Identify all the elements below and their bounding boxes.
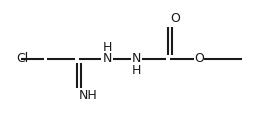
Text: H: H xyxy=(132,64,141,77)
Text: O: O xyxy=(170,12,180,25)
Text: O: O xyxy=(194,53,204,65)
Text: NH: NH xyxy=(79,89,98,102)
Text: N: N xyxy=(132,53,141,65)
Text: N: N xyxy=(103,53,113,65)
Text: Cl: Cl xyxy=(16,53,28,65)
Text: H: H xyxy=(103,41,113,54)
